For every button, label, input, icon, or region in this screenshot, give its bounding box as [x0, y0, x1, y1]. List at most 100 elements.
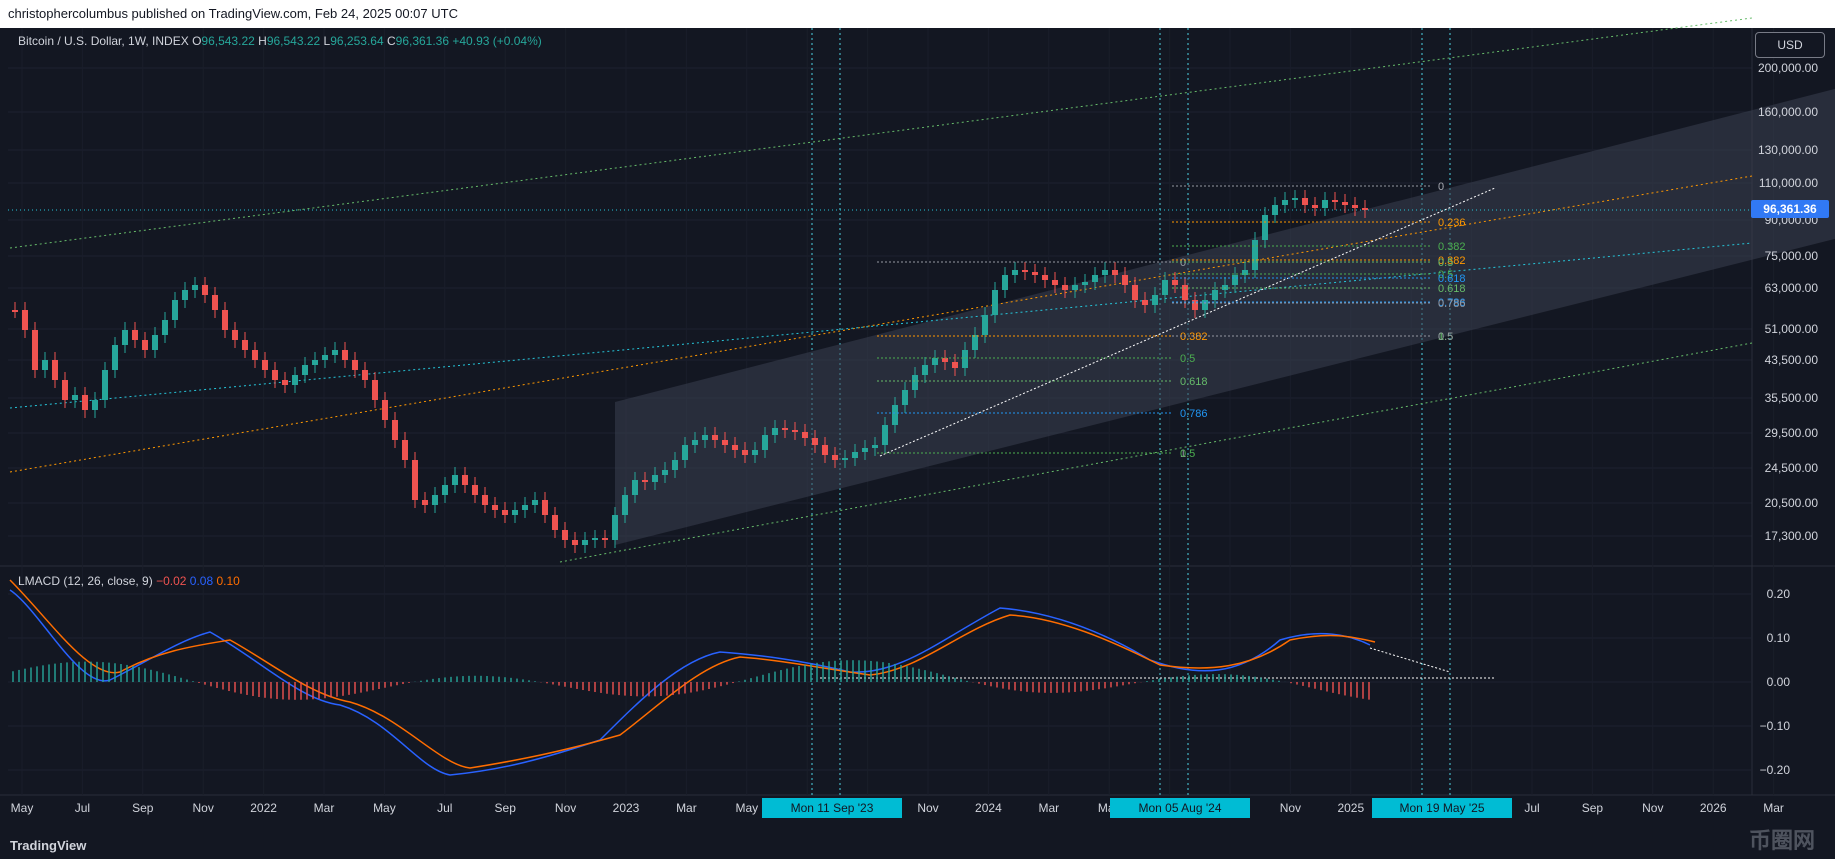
macd-histogram-bar [1128, 682, 1130, 685]
macd-histogram-bar [840, 660, 842, 682]
macd-histogram-bar [444, 677, 446, 682]
macd-histogram-bar [1218, 674, 1220, 682]
macd-histogram-bar [354, 682, 356, 694]
open-label: O [192, 34, 202, 48]
candle-body [412, 460, 418, 500]
time-tick-label: May [735, 801, 758, 815]
candle-body [1122, 275, 1128, 285]
time-tick-label: Jul [75, 801, 90, 815]
signal-line [9, 579, 1376, 769]
macd-histogram-bar [702, 682, 704, 691]
macd-histogram-bar [336, 682, 338, 697]
macd-histogram-bar [1188, 675, 1190, 682]
candle-body [1282, 200, 1288, 205]
candle-body [342, 350, 348, 360]
candle-body [592, 538, 598, 540]
time-tick-label: Sep [132, 801, 154, 815]
macd-histogram-bar [792, 667, 794, 682]
price-tick-label: 200,000.00 [1758, 61, 1818, 75]
fib1-label: 0.786 [1180, 408, 1208, 420]
candle-body [882, 425, 888, 445]
candle-body [382, 400, 388, 420]
tradingview-logo[interactable]: TradingView [10, 838, 87, 853]
candle-body [252, 350, 258, 360]
watermark-logo: 币圈网 [1748, 828, 1815, 853]
candle-body [952, 362, 958, 368]
macd-histogram-bar [1332, 682, 1334, 693]
candle-body [472, 485, 478, 495]
macd-histogram-bar [1350, 682, 1352, 697]
macd-histogram-bar [912, 667, 914, 682]
candle-body [212, 295, 218, 310]
macd-histogram-bar [630, 682, 632, 697]
macd-histogram-bar [1314, 682, 1316, 689]
time-tick-label: Mar [1038, 801, 1059, 815]
candle-body [282, 380, 288, 385]
macd-histogram-bar [786, 668, 788, 682]
candle-body [672, 460, 678, 470]
macd-histogram-bar [852, 660, 854, 682]
macd-histogram-bar [24, 668, 26, 682]
candle-body [1252, 240, 1258, 270]
macd-histogram-bar [306, 682, 308, 700]
macd-histogram-bar [144, 668, 146, 682]
macd-histogram-bar [690, 682, 692, 693]
currency-button[interactable]: USD [1755, 32, 1825, 58]
candle-body [72, 395, 78, 400]
macd-histogram-bar [1368, 682, 1370, 700]
macd-histogram-bar [1038, 682, 1040, 693]
macd-histogram-bar [534, 681, 536, 682]
candle-body [182, 290, 188, 300]
candle-body [812, 438, 818, 445]
candle-body [1212, 290, 1218, 300]
trend-line-green-lower [559, 342, 1753, 563]
candle-body [1292, 198, 1298, 200]
macd-histogram-bar [192, 681, 194, 682]
candle-body [1182, 285, 1188, 300]
publisher-text: christophercolumbus published on Trading… [8, 6, 458, 21]
candle-body [1232, 275, 1238, 285]
macd-histogram-bar [384, 682, 386, 688]
macd-histogram-bar [984, 682, 986, 686]
macd-histogram-bar [900, 664, 902, 682]
macd-histogram-bar [234, 682, 236, 693]
candle-body [712, 435, 718, 440]
macd-histogram-bar [990, 682, 992, 687]
fib1-label: 0 [1180, 257, 1186, 269]
candle-body [642, 480, 648, 482]
macd-histogram-bar [54, 663, 56, 682]
macd-histogram-bar [84, 661, 86, 682]
candle-body [462, 475, 468, 485]
candle-body [1352, 205, 1358, 208]
macd-histogram-bar [36, 666, 38, 682]
macd-histogram-bar [1308, 682, 1310, 688]
macd-histogram-bar [102, 662, 104, 682]
candle-body [372, 380, 378, 400]
macd-histogram-bar [474, 675, 476, 682]
candle-body [582, 540, 588, 545]
macd-histogram-bar [348, 682, 350, 695]
macd-histogram-bar [150, 669, 152, 682]
candle-body [1342, 202, 1348, 205]
macd-histogram-bar [642, 682, 644, 697]
candle-body [942, 358, 948, 362]
candle-body [442, 485, 448, 495]
candle-body [202, 285, 208, 295]
price-tick-label: 130,000.00 [1758, 143, 1818, 157]
macd-histogram-bar [828, 661, 830, 682]
macd-histogram-bar [1278, 680, 1280, 682]
candle-body [802, 432, 808, 438]
fib2-label: 0 [1438, 181, 1444, 193]
macd-histogram-bar [288, 682, 290, 700]
macd-histogram-bar [1266, 678, 1268, 682]
time-tick-label: Mar [676, 801, 697, 815]
candle-body [872, 445, 878, 448]
macd-histogram-bar [1344, 682, 1346, 696]
candle-body [932, 358, 938, 365]
time-tick-label: 2022 [250, 801, 277, 815]
macd-histogram-bar [240, 682, 242, 694]
macd-histogram-bar [456, 676, 458, 682]
trend-line-cyan [9, 242, 1753, 409]
macd-histogram-bar [804, 664, 806, 682]
